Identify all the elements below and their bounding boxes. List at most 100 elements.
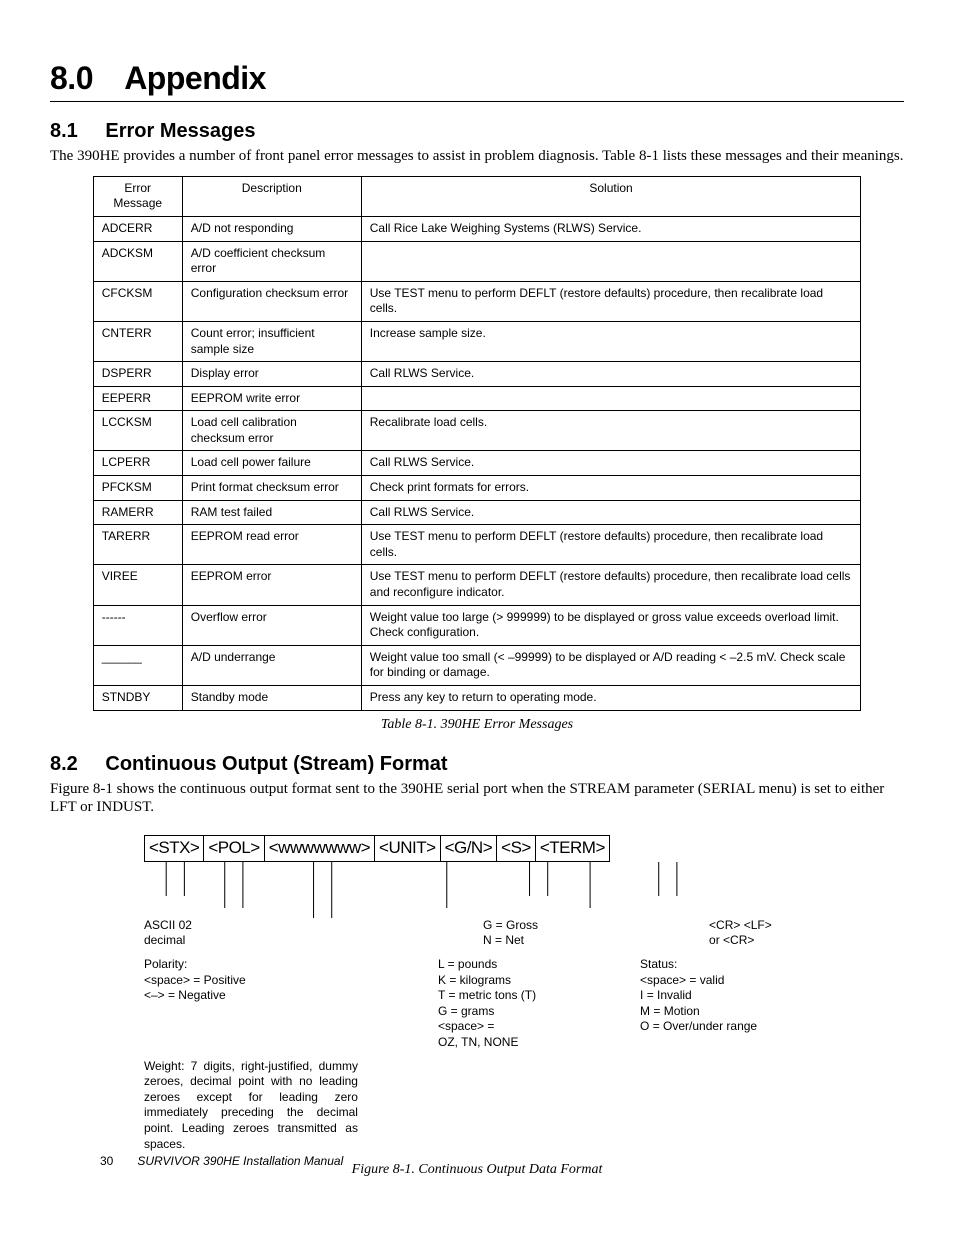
cell-desc: EEPROM read error bbox=[182, 525, 361, 565]
cell-error: LCCKSM bbox=[93, 411, 182, 451]
anno-gn: G = Gross N = Net bbox=[483, 918, 584, 949]
anno-term: <CR> <LF> or <CR> bbox=[709, 918, 810, 949]
cell-error: TARERR bbox=[93, 525, 182, 565]
cell-solution: Weight value too large (> 999999) to be … bbox=[361, 605, 861, 645]
cell-error: DSPERR bbox=[93, 362, 182, 387]
chapter-heading: 8.0 Appendix bbox=[50, 60, 904, 97]
chapter-rule bbox=[50, 101, 904, 102]
output-format-figure: <STX> <POL> <wwwwwww> <UNIT> <G/N> <S> <… bbox=[144, 835, 810, 1152]
cell-solution: Press any key to return to operating mod… bbox=[361, 686, 861, 711]
table-row: VIREEEEPROM errorUse TEST menu to perfor… bbox=[93, 565, 861, 605]
table-row: ADCERRA/D not respondingCall Rice Lake W… bbox=[93, 216, 861, 241]
error-messages-table: Error Message Description Solution ADCER… bbox=[93, 176, 862, 711]
table-row: STNDBYStandby modePress any key to retur… bbox=[93, 686, 861, 711]
cell-solution bbox=[361, 241, 861, 281]
cell-desc: Count error; insufficient sample size bbox=[182, 321, 361, 361]
cell-desc: RAM test failed bbox=[182, 500, 361, 525]
cell-error: LCPERR bbox=[93, 451, 182, 476]
connector-lines bbox=[144, 862, 810, 918]
manual-title: SURVIVOR 390HE Installation Manual bbox=[137, 1154, 343, 1168]
cell-solution: Use TEST menu to perform DEFLT (restore … bbox=[361, 565, 861, 605]
cell-error: PFCKSM bbox=[93, 476, 182, 501]
chapter-title: Appendix bbox=[124, 60, 266, 96]
col-error-message: Error Message bbox=[93, 176, 182, 216]
tok-w: <wwwwwww> bbox=[265, 835, 375, 862]
cell-error: EEPERR bbox=[93, 386, 182, 411]
cell-error: ADCKSM bbox=[93, 241, 182, 281]
cell-error: STNDBY bbox=[93, 686, 182, 711]
table-caption: Table 8-1. 390HE Error Messages bbox=[50, 717, 904, 733]
cell-desc: Overflow error bbox=[182, 605, 361, 645]
cell-error: CNTERR bbox=[93, 321, 182, 361]
section-number: 8.2 bbox=[50, 753, 78, 776]
cell-desc: Load cell calibration checksum error bbox=[182, 411, 361, 451]
anno-weight: Weight: 7 digits, right-justified, dummy… bbox=[144, 1059, 358, 1153]
section-title: Error Messages bbox=[105, 120, 255, 142]
cell-error: CFCKSM bbox=[93, 281, 182, 321]
cell-desc: A/D not responding bbox=[182, 216, 361, 241]
tok-gn: <G/N> bbox=[441, 835, 498, 862]
table-row: LCCKSMLoad cell calibration checksum err… bbox=[93, 411, 861, 451]
anno-row-3: Weight: 7 digits, right-justified, dummy… bbox=[144, 1059, 810, 1153]
cell-solution: Call RLWS Service. bbox=[361, 500, 861, 525]
cell-error: VIREE bbox=[93, 565, 182, 605]
table-row: TARERREEPROM read errorUse TEST menu to … bbox=[93, 525, 861, 565]
token-row: <STX> <POL> <wwwwwww> <UNIT> <G/N> <S> <… bbox=[144, 835, 810, 862]
tok-stx: <STX> bbox=[144, 835, 204, 862]
cell-error: RAMERR bbox=[93, 500, 182, 525]
anno-unit: L = pounds K = kilograms T = metric tons… bbox=[438, 957, 608, 1051]
cell-desc: Print format checksum error bbox=[182, 476, 361, 501]
cell-desc: A/D underrange bbox=[182, 645, 361, 685]
table-row: DSPERRDisplay errorCall RLWS Service. bbox=[93, 362, 861, 387]
tok-term: <TERM> bbox=[536, 835, 610, 862]
cell-error: ------ bbox=[93, 605, 182, 645]
page-footer: 30 SURVIVOR 390HE Installation Manual bbox=[100, 1154, 854, 1168]
cell-desc: Display error bbox=[182, 362, 361, 387]
cell-desc: EEPROM error bbox=[182, 565, 361, 605]
anno-status: Status: <space> = valid I = Invalid M = … bbox=[640, 957, 810, 1051]
cell-solution: Increase sample size. bbox=[361, 321, 861, 361]
table-row: CFCKSMConfiguration checksum errorUse TE… bbox=[93, 281, 861, 321]
table-row: ------Overflow errorWeight value too lar… bbox=[93, 605, 861, 645]
cell-desc: A/D coefficient checksum error bbox=[182, 241, 361, 281]
section-number: 8.1 bbox=[50, 120, 78, 143]
table-row: ______A/D underrangeWeight value too sma… bbox=[93, 645, 861, 685]
section-8-1-intro: The 390HE provides a number of front pan… bbox=[50, 147, 904, 166]
cell-solution: Use TEST menu to perform DEFLT (restore … bbox=[361, 281, 861, 321]
anno-pol: Polarity: <space> = Positive <–> = Negat… bbox=[144, 957, 314, 1051]
tok-unit: <UNIT> bbox=[375, 835, 441, 862]
col-description: Description bbox=[182, 176, 361, 216]
table-header-row: Error Message Description Solution bbox=[93, 176, 861, 216]
section-title: Continuous Output (Stream) Format bbox=[105, 753, 447, 775]
cell-solution: Call RLWS Service. bbox=[361, 451, 861, 476]
chapter-number: 8.0 bbox=[50, 60, 93, 97]
cell-solution: Call RLWS Service. bbox=[361, 362, 861, 387]
table-row: LCPERRLoad cell power failureCall RLWS S… bbox=[93, 451, 861, 476]
anno-stx: ASCII 02 decimal bbox=[144, 918, 245, 949]
cell-solution: Recalibrate load cells. bbox=[361, 411, 861, 451]
cell-error: ______ bbox=[93, 645, 182, 685]
section-8-2-heading: 8.2 Continuous Output (Stream) Format bbox=[50, 753, 904, 776]
cell-solution: Check print formats for errors. bbox=[361, 476, 861, 501]
section-8-1-heading: 8.1 Error Messages bbox=[50, 120, 904, 143]
page: 8.0 Appendix 8.1 Error Messages The 390H… bbox=[50, 60, 904, 1190]
tok-pol: <POL> bbox=[204, 835, 264, 862]
cell-desc: Standby mode bbox=[182, 686, 361, 711]
anno-row-1: ASCII 02 decimal x x G = Gross N = Net x… bbox=[144, 918, 810, 949]
tok-s: <S> bbox=[497, 835, 536, 862]
table-row: CNTERRCount error; insufficient sample s… bbox=[93, 321, 861, 361]
cell-desc: Load cell power failure bbox=[182, 451, 361, 476]
page-number: 30 bbox=[100, 1154, 113, 1168]
cell-desc: EEPROM write error bbox=[182, 386, 361, 411]
section-8-2-intro: Figure 8-1 shows the continuous output f… bbox=[50, 780, 904, 818]
table-row: EEPERREEPROM write error bbox=[93, 386, 861, 411]
table-row: ADCKSMA/D coefficient checksum error bbox=[93, 241, 861, 281]
cell-solution: Call Rice Lake Weighing Systems (RLWS) S… bbox=[361, 216, 861, 241]
cell-desc: Configuration checksum error bbox=[182, 281, 361, 321]
table-row: PFCKSMPrint format checksum errorCheck p… bbox=[93, 476, 861, 501]
cell-solution: Use TEST menu to perform DEFLT (restore … bbox=[361, 525, 861, 565]
cell-solution: Weight value too small (< –99999) to be … bbox=[361, 645, 861, 685]
anno-row-2: Polarity: <space> = Positive <–> = Negat… bbox=[144, 957, 810, 1051]
table-row: RAMERRRAM test failedCall RLWS Service. bbox=[93, 500, 861, 525]
cell-error: ADCERR bbox=[93, 216, 182, 241]
